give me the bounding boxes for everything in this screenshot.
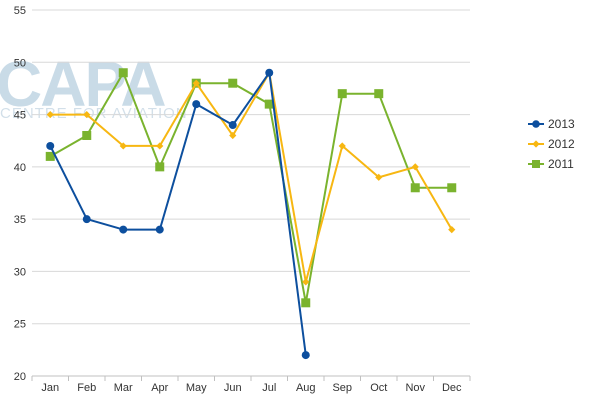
point-2011-feb	[82, 130, 92, 140]
x-tick-label-sep: Sep	[332, 382, 352, 394]
point-2012-jan	[46, 110, 54, 119]
gridlines	[32, 9, 470, 325]
point-2012-dec	[448, 226, 456, 234]
point-2011-nov	[410, 183, 420, 193]
series-line-2012	[50, 71, 453, 283]
legend-marker-2013	[532, 120, 540, 128]
series-group	[45, 68, 457, 360]
x-tick-label-jun: Jun	[224, 382, 242, 394]
point-2011-dec	[447, 183, 457, 193]
x-tick-label-aug: Aug	[296, 382, 316, 394]
x-tick-label-jul: Jul	[262, 382, 276, 394]
point-2011-jun	[228, 78, 238, 88]
legend-item-2013: 2013	[528, 117, 575, 131]
legend-item-2012: 2012	[528, 137, 575, 151]
legend-marker-2012	[532, 140, 540, 148]
point-2012-feb	[83, 110, 91, 119]
legend-label-2011: 2011	[548, 157, 574, 171]
point-2013-jun	[228, 121, 237, 130]
point-2012-mar	[119, 142, 127, 150]
x-tick-label-feb: Feb	[77, 382, 96, 394]
point-2012-sep	[338, 142, 346, 150]
point-2013-apr	[155, 225, 164, 234]
point-2013-feb	[82, 215, 91, 224]
x-tick-label-nov: Nov	[405, 382, 425, 394]
point-2013-mar	[119, 225, 128, 234]
y-tick-label-55: 55	[14, 5, 26, 17]
series-2013	[46, 68, 310, 360]
y-tick-label-35: 35	[14, 214, 26, 226]
x-tick-label-apr: Apr	[151, 382, 168, 394]
watermark: CAPA CENTRE FOR AVIATION	[0, 48, 187, 122]
legend-label-2012: 2012	[548, 137, 575, 151]
point-2013-may	[192, 100, 201, 109]
point-2011-jan	[45, 151, 55, 161]
point-2012-jun	[229, 131, 237, 140]
legend: 2013 2012 2011	[528, 117, 575, 171]
y-tick-label-50: 50	[14, 57, 26, 69]
watermark-logo: CAPA	[0, 48, 165, 120]
point-2012-apr	[156, 142, 164, 150]
point-2011-oct	[374, 89, 384, 99]
y-tick-label-40: 40	[14, 162, 26, 174]
x-tick-label-may: May	[186, 382, 207, 394]
x-tick-label-dec: Dec	[442, 382, 462, 394]
point-2013-jul	[265, 68, 274, 77]
point-2012-oct	[375, 173, 383, 181]
y-tick-label-30: 30	[14, 266, 26, 278]
point-2011-jul	[264, 99, 274, 109]
point-2012-nov	[411, 163, 419, 171]
point-2011-sep	[337, 89, 347, 99]
axes: 20 25 30 35 40 45 50 55 Jan Feb Mar Apr May Jun Jul Aug…	[14, 5, 471, 394]
y-tick-label-20: 20	[14, 371, 26, 383]
legend-item-2011: 2011	[528, 157, 574, 171]
x-tick-label-oct: Oct	[370, 382, 387, 394]
x-tick-label-jan: Jan	[41, 382, 59, 394]
point-2013-jan	[46, 141, 55, 150]
y-tick-label-25: 25	[14, 319, 26, 331]
point-2011-apr	[155, 162, 165, 172]
point-2011-aug	[301, 298, 311, 308]
legend-label-2013: 2013	[548, 117, 575, 131]
series-line-2013	[49, 71, 307, 356]
y-tick-label-45: 45	[14, 110, 26, 122]
series-2011	[45, 68, 457, 308]
series-line-2011	[49, 71, 452, 304]
point-2012-may	[192, 79, 200, 87]
point-2013-aug	[301, 351, 310, 360]
point-2011-mar	[118, 68, 128, 78]
x-tick-label-mar: Mar	[114, 382, 133, 394]
legend-marker-2011	[532, 160, 540, 168]
point-2012-aug	[302, 278, 310, 286]
